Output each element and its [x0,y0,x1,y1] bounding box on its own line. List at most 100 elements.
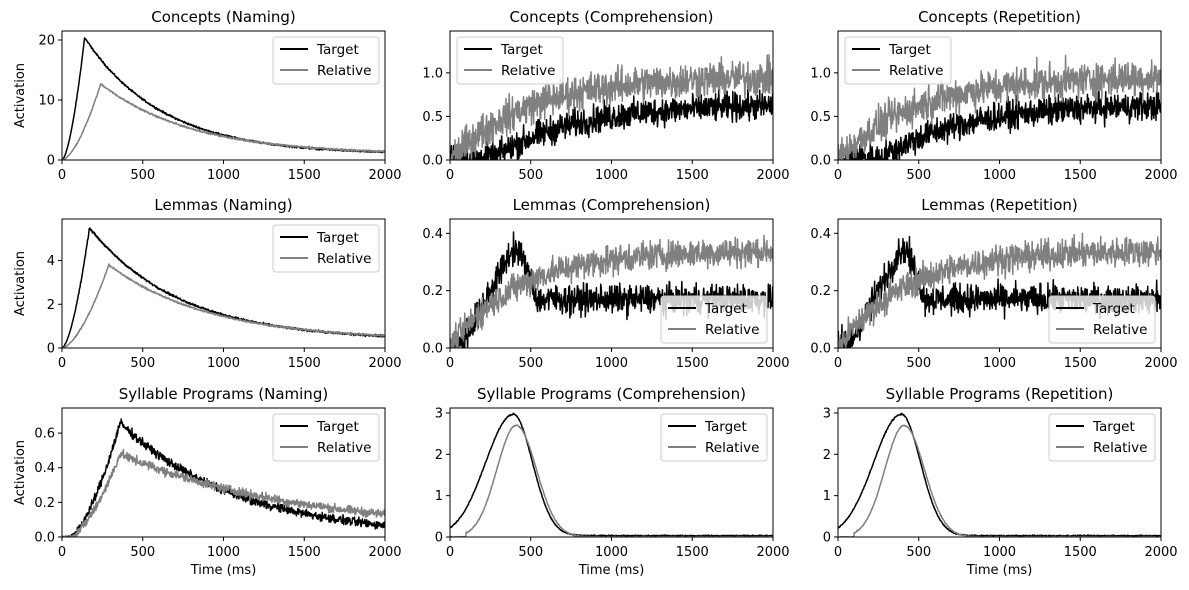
x-tick-label: 2000 [1144,545,1177,560]
x-tick-label: 0 [834,545,842,560]
x-tick-label: 1000 [983,545,1016,560]
legend-label-target: Target [316,230,359,246]
x-tick-label: 500 [518,356,543,371]
x-axis-label: Time (ms) [578,563,645,578]
y-tick-label: 10 [38,94,55,109]
x-tick-label: 0 [58,356,66,371]
y-tick-label: 3 [823,406,831,421]
subplot-title: Lemmas (Naming) [154,196,292,214]
y-tick-label: 0.5 [422,110,443,125]
subplot-p02: 0 500 1000 1500 2000 0.0 0.5 1.0 Concepts (Repet… [810,8,1177,183]
x-tick-label: 0 [58,168,66,183]
y-axis-label: Activation [13,251,28,316]
x-tick-label: 0 [834,168,842,183]
x-tick-label: 1500 [1064,545,1097,560]
subplot-p10: 0 500 1000 1500 2000 0 2 4 Lemmas (Naming) Activa… [13,196,402,371]
x-tick-label: 1500 [676,356,709,371]
y-tick-label: 1.0 [810,66,831,81]
series-line-relative [450,234,773,348]
y-tick-label: 20 [38,34,55,49]
y-tick-label: 0.2 [422,284,443,299]
y-tick-label: 0.0 [422,342,443,357]
y-tick-label: 0.4 [422,227,443,242]
legend: Target Relative [1048,413,1156,462]
y-tick-label: 0.2 [810,284,831,299]
y-tick-label: 0 [47,154,55,169]
subplot-p22: 0 500 1000 1500 2000 0 1 2 3 Syllable Programs (R… [823,385,1178,578]
legend: Target Relative [272,224,380,273]
x-tick-label: 1500 [1064,356,1097,371]
subplot-title: Lemmas (Comprehension) [513,196,711,214]
legend: Target Relative [272,36,380,85]
y-tick-label: 0.2 [34,496,55,511]
x-tick-label: 1000 [207,545,240,560]
subplot-title: Syllable Programs (Naming) [119,385,328,403]
y-tick-label: 0 [823,531,831,546]
subplot-title: Syllable Programs (Repetition) [886,385,1114,403]
legend-label-relative: Relative [889,63,943,79]
legend: Target Relative [660,413,768,462]
y-tick-label: 4 [47,254,55,269]
y-tick-label: 0.4 [34,461,55,476]
legend-label-relative: Relative [317,251,371,267]
legend-label-target: Target [316,419,359,435]
subplot-p00: 0 500 1000 1500 2000 0 10 20 Concepts (Naming) Ac… [13,8,402,183]
x-tick-label: 1500 [676,168,709,183]
subplot-p21: 0 500 1000 1500 2000 0 1 2 3 Syllable Programs (C… [435,385,790,578]
x-tick-label: 1000 [983,168,1016,183]
x-tick-label: 1500 [288,545,321,560]
legend-label-relative: Relative [705,322,759,338]
y-axis-label: Activation [13,63,28,128]
x-tick-label: 2000 [756,356,789,371]
x-tick-label: 0 [446,168,454,183]
y-tick-label: 1 [435,489,443,504]
x-tick-label: 500 [130,356,155,371]
legend-label-target: Target [316,42,359,58]
legend-label-relative: Relative [317,63,371,79]
legend-label-target: Target [1092,419,1135,435]
legend-label-target: Target [704,419,747,435]
x-tick-label: 1500 [288,168,321,183]
y-tick-label: 2 [823,448,831,463]
x-tick-label: 1500 [1064,168,1097,183]
x-tick-label: 500 [130,168,155,183]
x-tick-label: 2000 [368,168,401,183]
subplot-p01: 0 500 1000 1500 2000 0.0 0.5 1.0 Concepts (Compr… [422,8,789,183]
x-tick-label: 0 [446,356,454,371]
legend: Target Relative [272,413,380,462]
x-tick-label: 1000 [595,545,628,560]
legend-label-target: Target [704,301,747,317]
x-tick-label: 1000 [595,356,628,371]
x-tick-label: 500 [518,168,543,183]
x-tick-label: 1000 [595,168,628,183]
legend: Target Relative [844,36,952,85]
y-tick-label: 0.0 [422,154,443,169]
subplot-title: Concepts (Naming) [151,8,296,26]
y-tick-label: 0.6 [34,427,55,442]
x-tick-label: 2000 [756,168,789,183]
x-tick-label: 0 [446,545,454,560]
y-tick-label: 2 [435,448,443,463]
series-line-target [450,412,773,537]
legend: Target Relative [1048,295,1156,344]
x-tick-label: 2000 [756,545,789,560]
legend-label-target: Target [888,42,931,58]
subplot-p12: 0 500 1000 1500 2000 0.0 0.2 0.4 Lemmas (Repetit… [810,196,1177,371]
x-axis-label: Time (ms) [966,563,1033,578]
series-line-relative [838,54,1161,160]
x-tick-label: 2000 [368,356,401,371]
y-tick-label: 0.4 [810,227,831,242]
x-tick-label: 2000 [1144,168,1177,183]
subplot-title: Concepts (Comprehension) [509,8,713,26]
legend-label-target: Target [500,42,543,58]
x-tick-label: 2000 [368,545,401,560]
x-tick-label: 500 [130,545,155,560]
series-line-relative [62,83,385,160]
x-tick-label: 1500 [676,545,709,560]
y-tick-label: 0 [435,531,443,546]
series-line-relative [450,53,773,160]
x-tick-label: 1000 [983,356,1016,371]
subplot-p11: 0 500 1000 1500 2000 0.0 0.2 0.4 Lemmas (Compreh… [422,196,789,371]
y-tick-label: 1.0 [422,66,443,81]
